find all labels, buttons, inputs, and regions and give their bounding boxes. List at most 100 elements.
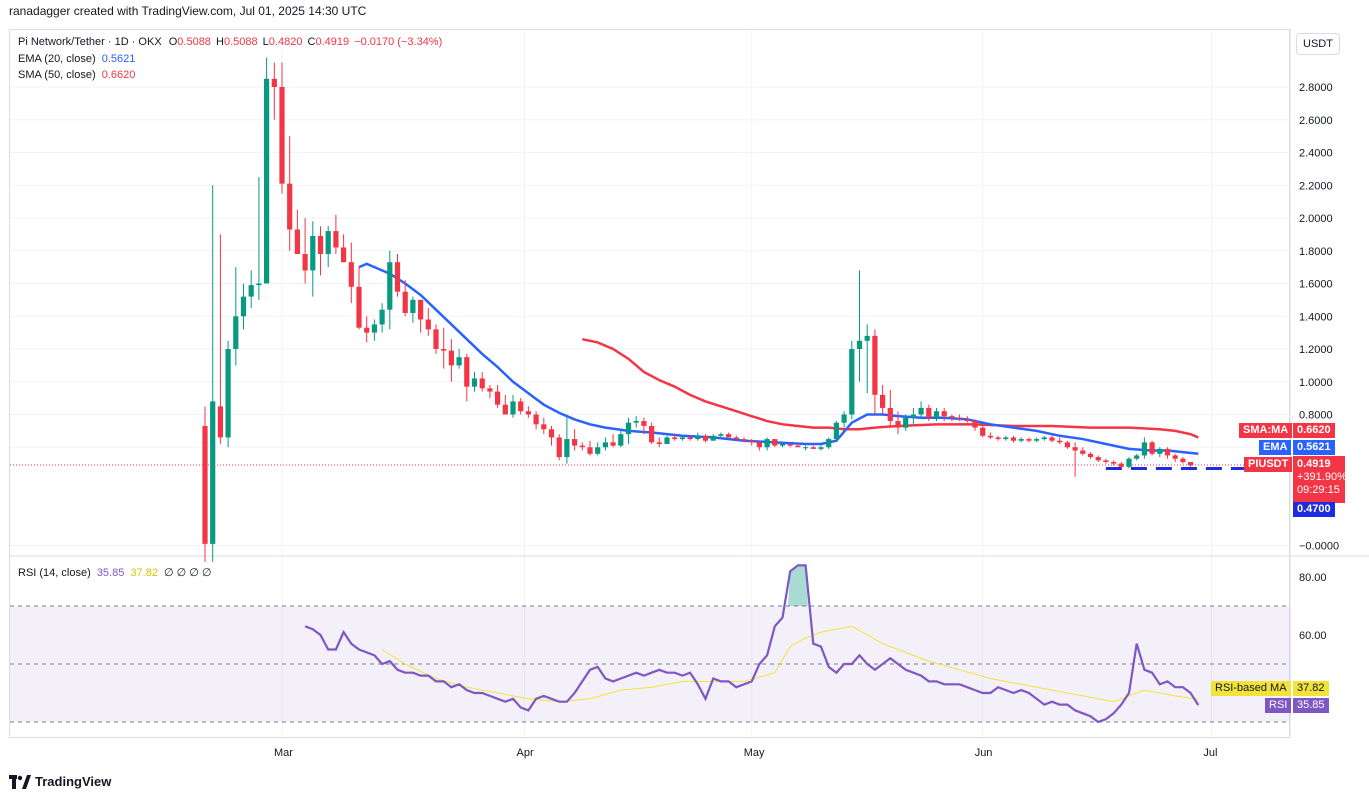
candle-body xyxy=(341,247,347,263)
candle-body xyxy=(264,78,270,284)
candle-body xyxy=(810,447,816,449)
candle-body xyxy=(741,439,747,441)
candle-body xyxy=(779,443,786,446)
candle-body xyxy=(787,443,793,446)
candle-body xyxy=(1111,461,1117,464)
candle-body xyxy=(271,78,277,87)
candle-body xyxy=(317,236,324,255)
legend-ema-row[interactable]: EMA (20, close) 0.5621 xyxy=(18,53,135,65)
candle-body xyxy=(302,254,308,271)
candle-body xyxy=(987,435,993,438)
candle-body xyxy=(649,425,655,443)
price-tag: 0.4919 +391.90% 09:29:15 xyxy=(1293,456,1347,503)
tradingview-logo[interactable]: TradingView xyxy=(9,774,111,789)
price-tag-name: PIUSDT xyxy=(1244,457,1293,472)
time-tick-label: Mar xyxy=(274,747,293,759)
candle-body xyxy=(402,291,408,313)
sma50-line xyxy=(582,337,1199,439)
candle-body xyxy=(772,439,778,446)
candle-body xyxy=(872,335,878,395)
candle-body xyxy=(949,416,955,418)
candle-body xyxy=(587,447,593,454)
candle-body xyxy=(233,316,239,349)
candle-body xyxy=(856,340,863,349)
candle-body xyxy=(602,442,608,448)
candle-body xyxy=(1003,437,1009,440)
candle-body xyxy=(1064,442,1070,448)
rsi-ma-tag-name: RSI-based MA xyxy=(1211,681,1291,696)
candle-body xyxy=(248,285,254,297)
candle-body xyxy=(1018,439,1024,441)
candle-body xyxy=(572,439,578,446)
candle-body xyxy=(279,87,285,184)
price-tick-label: 1.8000 xyxy=(1299,246,1333,258)
candle-body xyxy=(964,419,970,422)
candle-body xyxy=(1180,458,1186,462)
rsi-ma-line xyxy=(381,625,1199,703)
rsi-overbought-fill xyxy=(787,565,808,606)
candle-body xyxy=(579,445,585,448)
rsi-tag-value: 35.85 xyxy=(1293,698,1329,713)
candle-body xyxy=(1157,448,1163,454)
candle-body xyxy=(695,435,701,440)
symbol-name: Pi Network/Tether · 1D · OKX xyxy=(18,36,162,48)
legend-sma-row[interactable]: SMA (50, close) 0.6620 xyxy=(18,69,135,81)
candle-body xyxy=(495,391,501,405)
candle-body xyxy=(895,421,901,428)
candle-body xyxy=(287,183,293,230)
candle-body xyxy=(618,434,624,446)
candle-body xyxy=(225,349,231,438)
candle-body xyxy=(425,319,431,330)
candle-body xyxy=(625,422,632,435)
price-tick-label: 2.4000 xyxy=(1299,148,1333,160)
candle-body xyxy=(487,388,493,392)
candle-body xyxy=(733,437,739,440)
price-tick-label: 2.2000 xyxy=(1299,180,1333,192)
candle-body xyxy=(202,425,208,544)
candle-body xyxy=(356,286,362,328)
candle-body xyxy=(756,442,762,448)
candle-body xyxy=(595,447,601,454)
candle-body xyxy=(864,335,870,341)
candle-body xyxy=(464,357,470,387)
legend-rsi-row[interactable]: RSI (14, close) 35.85 37.82 ∅ ∅ ∅ ∅ xyxy=(18,566,212,579)
candle-body xyxy=(818,447,824,449)
currency-button[interactable]: USDT xyxy=(1296,33,1340,55)
time-tick-label: Jul xyxy=(1203,747,1217,759)
candle-body xyxy=(764,439,770,448)
candle-body xyxy=(672,437,678,440)
candle-body xyxy=(456,357,462,366)
candle-body xyxy=(541,424,547,430)
candle-body xyxy=(826,439,832,448)
support-tag: 0.4700 xyxy=(1293,502,1335,517)
candle-body xyxy=(518,401,524,412)
candle-body xyxy=(379,309,385,325)
candle-body xyxy=(633,421,639,423)
rsi-ma-value: 37.82 xyxy=(130,567,158,579)
candle-body xyxy=(502,404,508,415)
candle-body xyxy=(679,437,685,440)
candle-body xyxy=(1095,457,1101,461)
candle-body xyxy=(1026,439,1032,441)
candle-body xyxy=(1164,448,1171,456)
candle-body xyxy=(1172,455,1178,459)
candle-body xyxy=(610,442,616,446)
tradingview-brand: TradingView xyxy=(35,774,112,789)
candle-body xyxy=(841,414,847,423)
candle-body xyxy=(387,262,393,310)
candle-body xyxy=(433,329,439,349)
time-tick-label: Jun xyxy=(975,747,993,759)
candle-body xyxy=(479,378,485,389)
candle-body xyxy=(687,437,693,440)
price-tag-change: +391.90% xyxy=(1297,471,1347,483)
candle-body xyxy=(749,440,755,443)
candle-body xyxy=(371,324,377,333)
candle-body xyxy=(325,231,331,255)
candle-body xyxy=(448,350,454,366)
candle-body xyxy=(364,327,370,333)
candle-body xyxy=(1103,460,1109,462)
candle-body xyxy=(1010,437,1017,441)
candle-body xyxy=(1080,450,1086,454)
price-tick-label: 1.6000 xyxy=(1299,279,1333,291)
